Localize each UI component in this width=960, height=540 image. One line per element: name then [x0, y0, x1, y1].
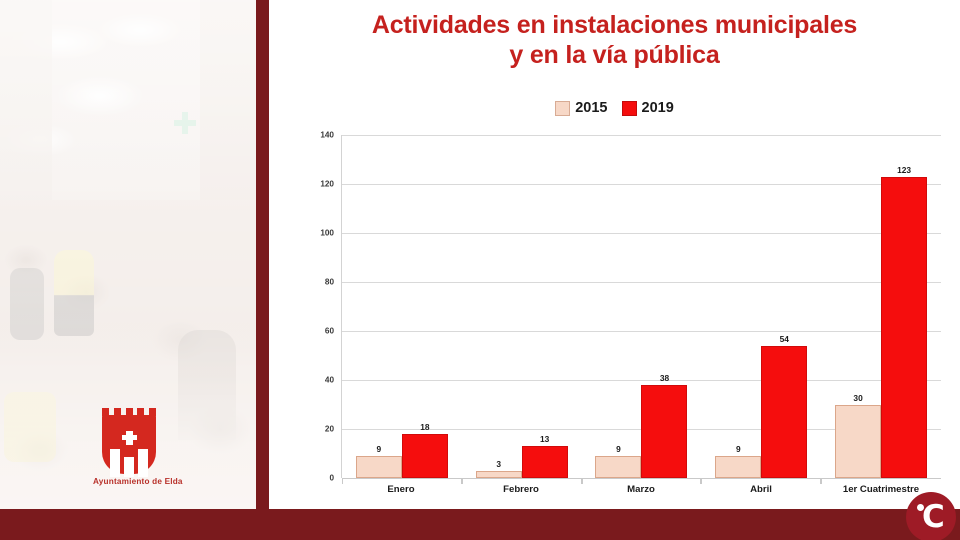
- bar-group-1er-cuatrimestre: 30 123: [821, 135, 941, 484]
- bar-value-label: 38: [659, 372, 670, 383]
- legend-label-2015: 2015: [575, 100, 608, 116]
- bottom-accent-bar: [0, 509, 960, 540]
- street-crowd-photo: [0, 0, 256, 540]
- legend-swatch-2019-icon: [621, 100, 637, 116]
- gridline-120: [342, 184, 941, 185]
- y-tick-label-60: 60: [324, 326, 334, 336]
- gridline-100: [342, 233, 941, 234]
- gridline-80: [342, 282, 941, 283]
- bar-group-febrero: 3 13: [461, 135, 582, 484]
- x-axis-label-marzo: Marzo: [627, 484, 655, 495]
- bar-value-label: 54: [779, 333, 789, 344]
- y-tick-label-100: 100: [320, 228, 334, 238]
- legend-swatch-2015-icon: [555, 100, 571, 116]
- gridline-0: [342, 478, 941, 479]
- legend-label-2019: 2019: [641, 100, 674, 116]
- plot-area: 9 18 3 13 9 38 9 54 30 123: [341, 135, 941, 484]
- badge-dot-icon: [917, 504, 924, 511]
- bar-2015-enero[interactable]: 9: [355, 444, 402, 478]
- bar-value-label: 9: [735, 443, 741, 454]
- badge-monogram-icon: C: [914, 499, 948, 535]
- bar-2019-febrero[interactable]: 13: [521, 434, 568, 478]
- shield-merlons: [102, 408, 156, 417]
- y-axis-ticks: 0 20 40 60 80 100 120 140: [301, 131, 339, 483]
- shield-body: [102, 415, 156, 477]
- bar-chart: 0 20 40 60 80 100 120 140 9 18 3 13 9 38 9 54 30 123 Ene…: [301, 128, 949, 500]
- bar-group-enero: 9 18: [342, 135, 462, 484]
- elda-logo-label: Ayuntamiento de Elda: [93, 477, 183, 486]
- x-axis-label-1er-cuatrimestre: 1er Cuatrimestre: [842, 484, 920, 495]
- bar-2019-1er-cuatrimestre[interactable]: 123: [881, 165, 928, 478]
- shield-towers: [110, 449, 148, 477]
- y-tick-label-20: 20: [324, 424, 334, 434]
- bar-value-label: 123: [897, 164, 912, 175]
- gridline-60: [342, 331, 941, 332]
- bar-2015-abril[interactable]: 9: [715, 444, 762, 478]
- bar-group-marzo: 9 38: [581, 135, 702, 484]
- y-tick-label-0: 0: [329, 473, 334, 483]
- page-title: Actividades en instalaciones municipales…: [269, 10, 960, 70]
- chart-legend: 2015 2019: [269, 100, 960, 116]
- legend-item-2015: 2015: [555, 100, 608, 116]
- elda-logo: Ayuntamiento de Elda: [93, 408, 183, 503]
- bar-value-label: 13: [540, 434, 550, 445]
- elda-coat-of-arms-icon: [102, 408, 156, 477]
- bar-2019-marzo[interactable]: 38: [641, 373, 688, 478]
- bar-group-abril: 9 54: [701, 135, 821, 484]
- bar-2019-enero[interactable]: 18: [401, 422, 448, 478]
- x-axis-label-enero: Enero: [387, 484, 415, 495]
- bar-value-label: 18: [420, 421, 430, 432]
- bar-value-label: 30: [853, 392, 863, 403]
- bar-value-label: 9: [616, 443, 621, 454]
- y-tick-label-80: 80: [324, 277, 334, 287]
- legend-item-2019: 2019: [621, 100, 674, 116]
- gridline-40: [342, 380, 941, 381]
- page-title-line-2: y en la vía pública: [509, 41, 720, 69]
- gridline-140: [342, 135, 941, 136]
- vertical-accent-stripe: [256, 0, 269, 540]
- x-axis-label-febrero: Febrero: [503, 484, 539, 495]
- bar-groups: 9 18 3 13 9 38 9 54 30 123: [342, 135, 941, 484]
- page-title-line-1: Actividades en instalaciones municipales: [371, 11, 858, 39]
- y-tick-label-140: 140: [320, 130, 334, 140]
- y-tick-label-120: 120: [320, 179, 334, 189]
- bar-2019-abril[interactable]: 54: [761, 334, 808, 478]
- photo-panel: Ayuntamiento de Elda: [0, 0, 256, 540]
- badge-letter: C: [922, 499, 945, 535]
- bar-2015-1er-cuatrimestre[interactable]: 30: [835, 393, 882, 478]
- bar-2015-febrero[interactable]: 3: [475, 459, 522, 478]
- bar-value-label: 3: [496, 458, 502, 469]
- y-tick-label-40: 40: [324, 375, 334, 385]
- bar-value-label: 9: [376, 443, 382, 454]
- corporate-badge-logo: C: [906, 492, 956, 540]
- content-area: Actividades en instalaciones municipales…: [269, 0, 960, 509]
- x-axis-label-abril: Abril: [750, 484, 772, 495]
- x-axis-labels: Enero Febrero Marzo Abril 1er Cuatrimestre: [341, 480, 941, 500]
- bar-2015-marzo[interactable]: 9: [595, 444, 642, 478]
- shield-cross-icon: [122, 431, 137, 445]
